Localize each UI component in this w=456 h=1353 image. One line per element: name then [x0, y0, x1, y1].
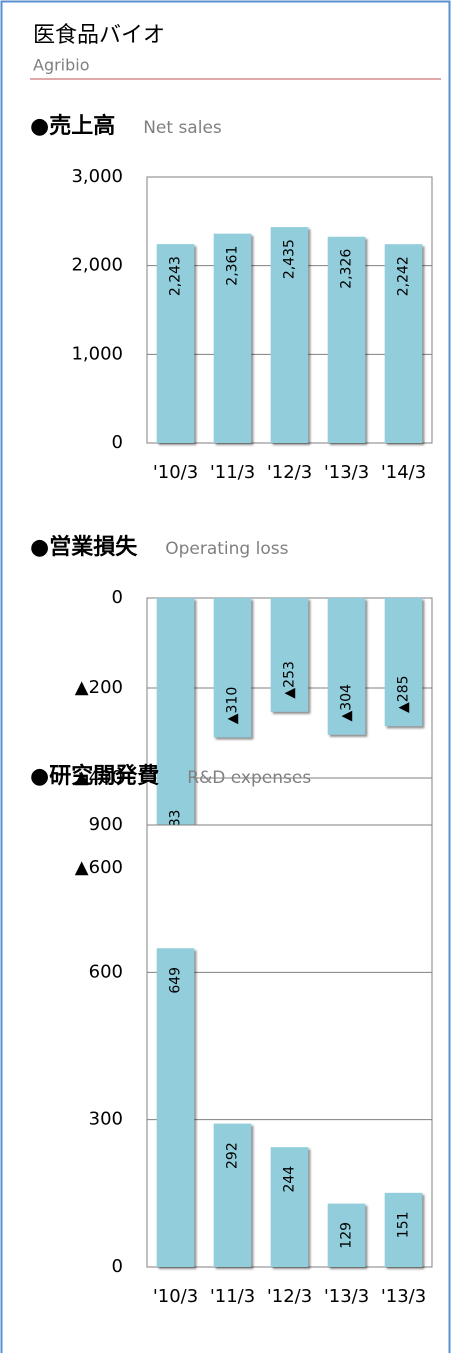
- chart-subtitle: Operating loss: [165, 539, 288, 559]
- value-label: 129: [339, 1222, 355, 1249]
- x-tick-label: '13/3: [324, 1286, 369, 1307]
- bar: [156, 948, 195, 1267]
- bar: [270, 598, 309, 712]
- bar: [156, 598, 195, 861]
- chart-title: ●売上高: [30, 113, 115, 139]
- value-label: 244: [282, 1166, 298, 1193]
- bar: [327, 598, 366, 735]
- value-label: 2,243: [168, 256, 184, 296]
- y-tick-label: 0: [112, 587, 123, 608]
- x-tick-label: '12/3: [267, 1286, 312, 1307]
- y-tick-label: 0: [112, 432, 123, 453]
- bar: [327, 236, 366, 443]
- value-label: 2,361: [225, 246, 241, 286]
- value-label: 649: [168, 967, 184, 994]
- bar: [327, 1203, 366, 1267]
- y-tick-label: ▲200: [75, 677, 123, 698]
- x-tick-label: '14/3: [381, 462, 426, 483]
- y-tick-label: 2,000: [71, 255, 123, 276]
- value-label: ▲253: [282, 661, 298, 699]
- bar: [384, 244, 423, 443]
- y-tick-label: 600: [89, 961, 123, 982]
- value-label: ▲285: [396, 676, 412, 714]
- chart-title: ●営業損失: [30, 534, 138, 560]
- bar: [384, 1192, 423, 1267]
- x-tick-label: '11/3: [210, 1286, 255, 1307]
- bar: [270, 227, 309, 443]
- bar: [213, 598, 252, 738]
- value-label: 292: [225, 1142, 241, 1169]
- chart-title: ●研究開発費: [30, 763, 159, 789]
- bar: [213, 233, 252, 443]
- x-tick-label: '13/3: [324, 462, 369, 483]
- value-label: 2,326: [339, 249, 355, 289]
- x-tick-label: '10/3: [153, 462, 198, 483]
- x-tick-label: '13/3: [381, 1286, 426, 1307]
- y-tick-label: ▲400: [75, 767, 123, 788]
- value-label: 2,435: [282, 239, 298, 279]
- y-tick-label: 3,000: [71, 166, 123, 187]
- chart-subtitle: Net sales: [143, 118, 222, 138]
- x-tick-label: '11/3: [210, 462, 255, 483]
- x-tick-label: '12/3: [267, 462, 312, 483]
- bar: [213, 1123, 252, 1267]
- y-tick-label: ▲600: [75, 857, 123, 878]
- bar: [270, 1147, 309, 1267]
- chart-subtitle: R&D expenses: [187, 768, 311, 788]
- value-label: ▲310: [225, 687, 241, 725]
- bar: [384, 598, 423, 727]
- value-label: ▲304: [339, 684, 355, 722]
- x-tick-label: '10/3: [153, 1286, 198, 1307]
- y-tick-label: 0: [112, 1256, 123, 1277]
- value-label: 2,242: [396, 256, 412, 296]
- y-tick-label: 1,000: [71, 343, 123, 364]
- panel-subtitle: Agribio: [33, 56, 90, 75]
- y-tick-label: 300: [89, 1109, 123, 1130]
- panel-title: 医食品バイオ: [33, 23, 165, 48]
- value-label: 151: [396, 1211, 412, 1238]
- y-tick-label: 900: [89, 814, 123, 835]
- bar: [156, 244, 195, 443]
